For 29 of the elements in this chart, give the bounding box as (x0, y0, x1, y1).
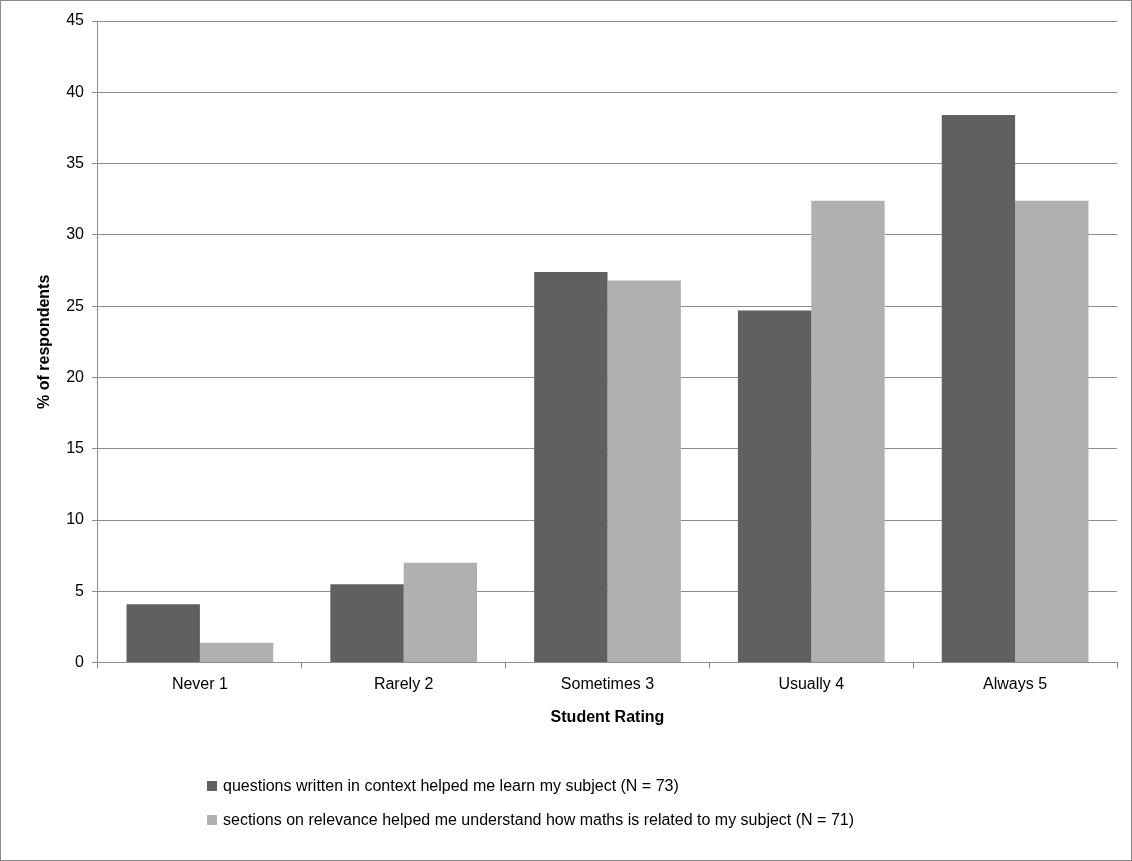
x-axis-title: Student Rating (550, 707, 665, 725)
bar (941, 115, 1016, 663)
bar (607, 280, 681, 663)
bar (403, 562, 478, 663)
y-tick-label: 15 (66, 439, 85, 457)
bar (126, 604, 200, 663)
x-tick-label: Usually 4 (778, 674, 845, 692)
y-tick-label: 25 (66, 296, 85, 314)
x-tick-label: Always 5 (983, 674, 1048, 692)
bar (199, 642, 274, 663)
bar (1015, 200, 1089, 663)
y-tick-label: 10 (66, 510, 85, 528)
y-tick-label: 20 (66, 367, 85, 385)
y-axis-title: % of respondents (35, 274, 53, 409)
y-tick-label: 40 (66, 82, 85, 100)
legend-label: sections on relevance helped me understand how maths is related to my subject (N = 71) (223, 811, 854, 829)
y-tick-label: 45 (66, 11, 85, 29)
y-tick-label: 5 (75, 581, 85, 599)
x-tick-label: Sometimes 3 (560, 674, 655, 692)
bar (330, 584, 404, 663)
x-tick-label: Never 1 (171, 674, 229, 692)
bar (811, 200, 885, 663)
bar (737, 310, 812, 663)
x-tick-label: Rarely 2 (373, 674, 434, 692)
y-tick-label: 0 (75, 653, 85, 671)
y-tick-label: 35 (66, 153, 85, 171)
y-tick-label: 30 (66, 225, 85, 243)
bar (534, 271, 608, 663)
legend-label: questions written in context helped me learn my subject (N = 73) (223, 777, 679, 795)
